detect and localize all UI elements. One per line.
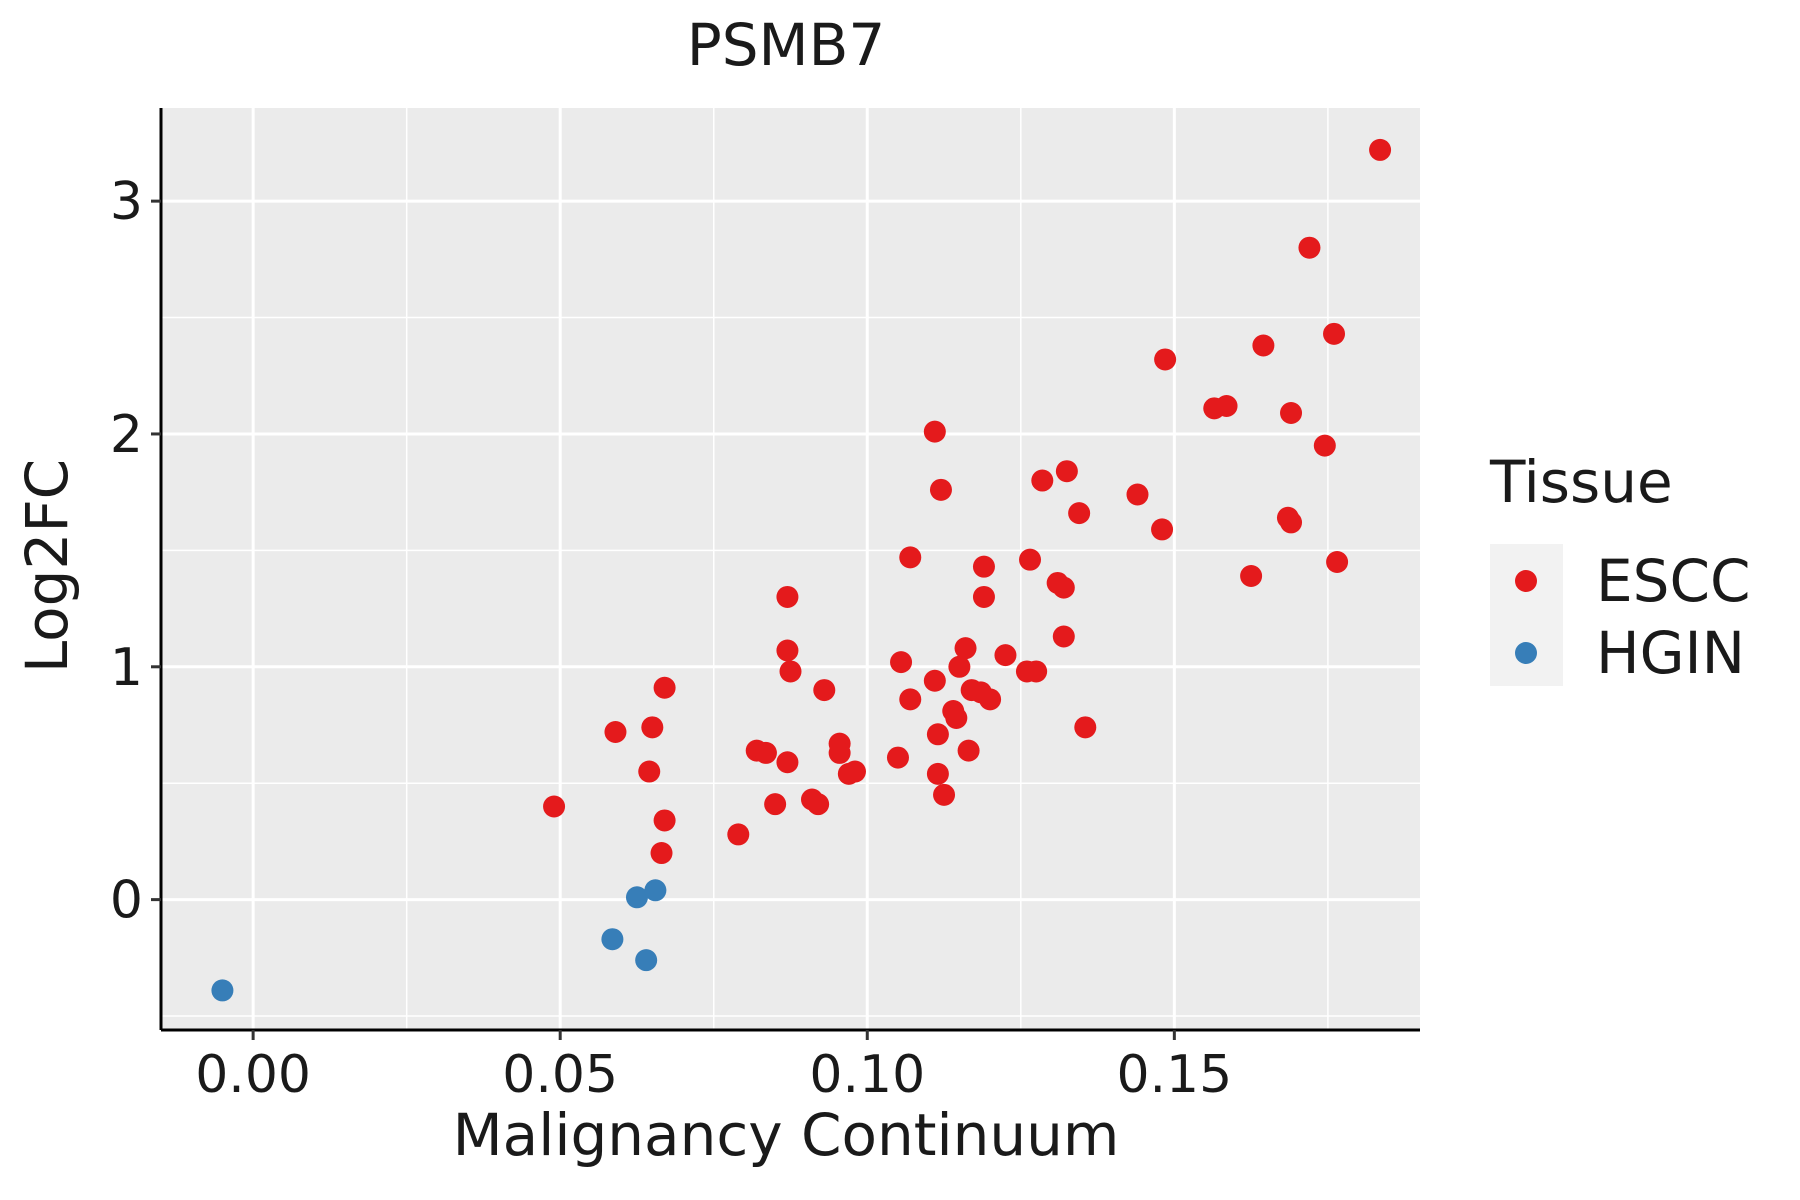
y-tick-label: 1 xyxy=(110,638,143,698)
point-escc xyxy=(972,555,995,578)
point-escc xyxy=(1068,502,1091,525)
legend-key-hgin xyxy=(1515,642,1537,664)
point-escc xyxy=(650,842,673,865)
point-escc xyxy=(1019,548,1042,571)
point-escc xyxy=(994,644,1017,667)
point-escc xyxy=(890,651,913,674)
point-escc xyxy=(972,585,995,608)
x-axis-ticks: 0.00 0.05 0.10 0.15 xyxy=(195,1030,1232,1105)
x-tick-label: 0.00 xyxy=(195,1045,311,1105)
point-escc xyxy=(1369,138,1392,161)
point-escc xyxy=(1052,576,1075,599)
x-tick-label: 0.15 xyxy=(1116,1045,1232,1105)
legend-key-background xyxy=(1490,544,1563,686)
x-tick-label: 0.05 xyxy=(502,1045,618,1105)
point-escc xyxy=(948,655,971,678)
point-escc xyxy=(638,760,661,783)
point-escc xyxy=(1031,469,1054,492)
point-escc xyxy=(641,716,664,739)
point-escc xyxy=(1126,483,1149,506)
point-escc xyxy=(1052,625,1075,648)
point-escc xyxy=(899,546,922,569)
point-hgin xyxy=(211,979,234,1002)
point-escc xyxy=(828,741,851,764)
plot-panel xyxy=(161,108,1420,1030)
point-escc xyxy=(929,478,952,501)
legend-title: Tissue xyxy=(1489,448,1673,516)
y-axis-ticks: 0 1 2 3 xyxy=(110,172,161,931)
point-escc xyxy=(543,795,566,818)
point-escc xyxy=(1151,518,1174,541)
y-tick-label: 0 xyxy=(110,871,143,931)
point-escc xyxy=(604,720,627,743)
point-hgin xyxy=(601,928,624,951)
point-escc xyxy=(1074,716,1097,739)
point-escc xyxy=(1154,348,1177,371)
x-axis-title: Malignancy Continuum xyxy=(453,1101,1120,1169)
point-escc xyxy=(1323,322,1346,345)
grid-minor xyxy=(161,108,1420,1030)
point-escc xyxy=(727,823,750,846)
y-axis-title: Log2FC xyxy=(13,459,81,673)
point-escc xyxy=(945,707,968,730)
point-escc xyxy=(926,762,949,785)
point-escc xyxy=(1025,660,1048,683)
point-escc xyxy=(754,741,777,764)
y-tick-label: 2 xyxy=(110,405,143,465)
point-escc xyxy=(653,809,676,832)
point-escc xyxy=(807,793,830,816)
point-escc xyxy=(843,760,866,783)
legend-label-escc: ESCC xyxy=(1596,547,1750,615)
point-escc xyxy=(923,669,946,692)
chart-title: PSMB7 xyxy=(687,11,886,79)
point-escc xyxy=(1215,395,1238,418)
legend-label-hgin: HGIN xyxy=(1596,619,1745,687)
point-escc xyxy=(1298,236,1321,259)
point-escc xyxy=(779,660,802,683)
point-escc xyxy=(813,679,836,702)
point-escc xyxy=(1280,511,1303,534)
point-escc xyxy=(776,751,799,774)
point-escc xyxy=(923,420,946,443)
point-escc xyxy=(1313,434,1336,457)
point-escc xyxy=(957,739,980,762)
legend: Tissue ESCC HGIN xyxy=(1489,448,1750,687)
point-escc xyxy=(886,746,909,769)
point-escc xyxy=(954,637,977,660)
point-escc xyxy=(926,723,949,746)
y-tick-label: 3 xyxy=(110,172,143,232)
point-escc xyxy=(1252,334,1275,357)
point-escc xyxy=(899,688,922,711)
point-escc xyxy=(933,783,956,806)
data-points xyxy=(211,138,1392,1002)
point-escc xyxy=(653,676,676,699)
point-escc xyxy=(1055,460,1078,483)
point-escc xyxy=(1326,551,1349,574)
x-tick-label: 0.10 xyxy=(809,1045,925,1105)
point-hgin xyxy=(635,949,658,972)
point-escc xyxy=(776,585,799,608)
point-escc xyxy=(979,688,1002,711)
point-escc xyxy=(764,793,787,816)
point-escc xyxy=(1240,564,1263,587)
point-hgin xyxy=(644,879,667,902)
point-escc xyxy=(776,639,799,662)
legend-key-escc xyxy=(1515,570,1537,592)
point-escc xyxy=(1280,402,1303,425)
point-hgin xyxy=(625,886,648,909)
